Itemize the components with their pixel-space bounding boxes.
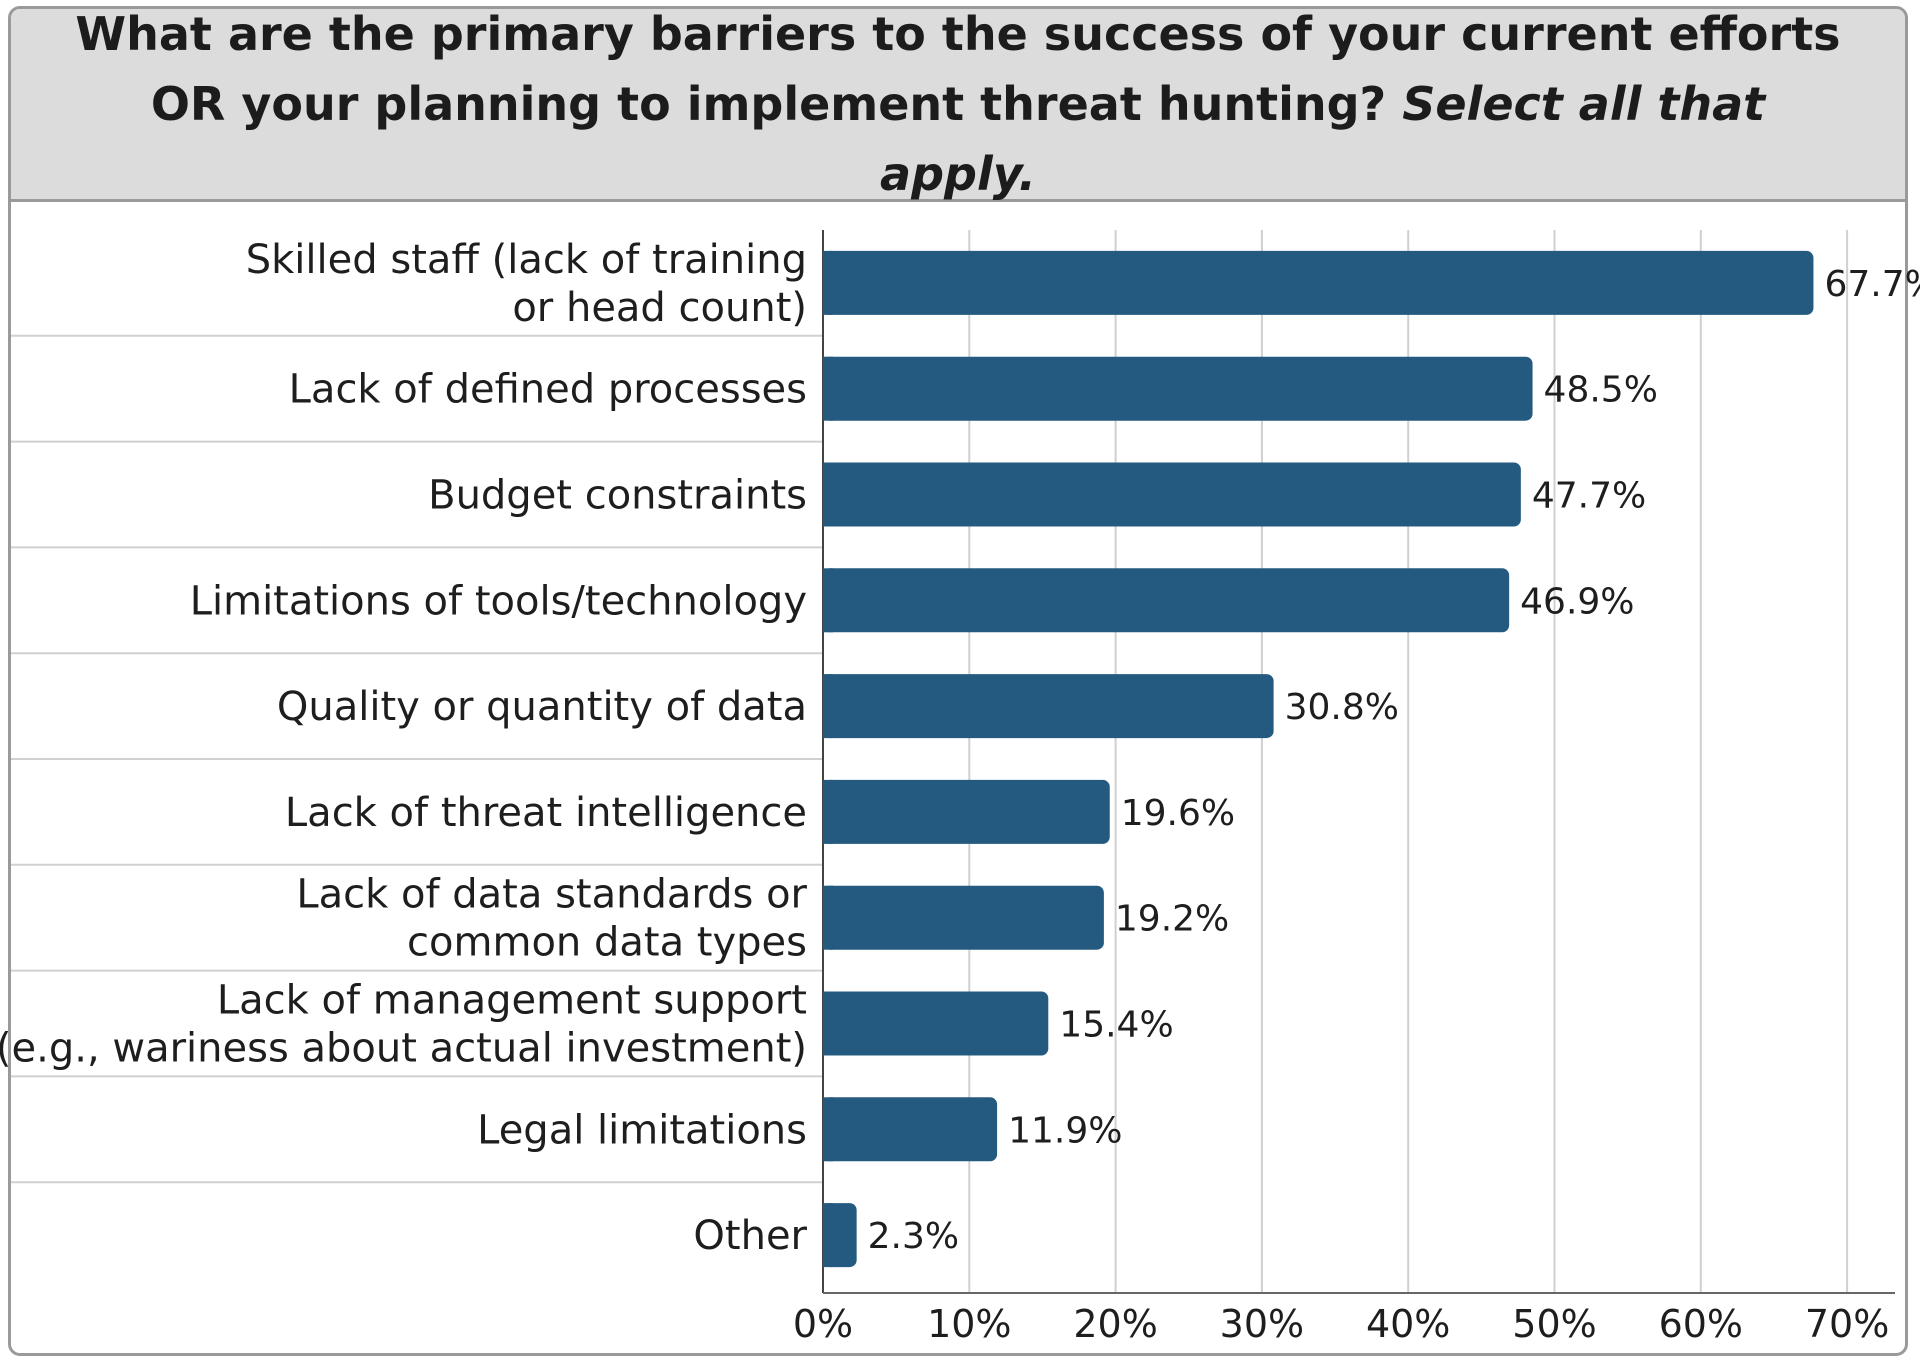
category-label: Lack of threat intelligence <box>285 790 807 836</box>
bar-edge <box>823 356 833 421</box>
bar <box>823 356 1533 421</box>
chart-title: What are the primary barriers to the suc… <box>68 7 1848 209</box>
value-label: 2.3% <box>868 1216 959 1257</box>
value-label: 48.5% <box>1544 370 1658 411</box>
category-label-line: Lack of threat intelligence <box>285 790 807 836</box>
category-label-line: Lack of management support <box>217 978 807 1024</box>
bar-edge <box>823 779 833 844</box>
bar-edge <box>823 1203 833 1268</box>
x-tick-label: 60% <box>1659 1302 1743 1346</box>
category-label: Other <box>693 1213 807 1259</box>
category-label-line: (e.g., wariness about actual investment) <box>0 1026 807 1072</box>
value-label: 67.7% <box>1824 264 1920 305</box>
category-label-line: or head count) <box>512 285 807 331</box>
category-label: Lack of defined processes <box>289 367 807 413</box>
category-label-line: Skilled staff (lack of training <box>246 237 807 283</box>
title-band: What are the primary barriers to the suc… <box>11 9 1905 202</box>
x-tick-label: 30% <box>1220 1302 1304 1346</box>
bar <box>823 991 1049 1056</box>
bar-edge <box>823 568 833 633</box>
bar-edge <box>823 674 833 739</box>
value-label: 19.6% <box>1121 793 1235 834</box>
value-label: 30.8% <box>1285 687 1399 728</box>
category-label-line: Lack of data standards or <box>296 872 807 918</box>
bar-edge <box>823 885 833 950</box>
value-label: 47.7% <box>1532 476 1646 517</box>
category-label: Lack of data standards or common data typ… <box>296 872 807 966</box>
x-tick-label: 40% <box>1366 1302 1450 1346</box>
bar <box>823 885 1104 950</box>
value-label: 19.2% <box>1115 899 1229 940</box>
category-label-line: common data types <box>407 920 807 966</box>
bar <box>823 779 1110 844</box>
category-label-line: Other <box>693 1213 807 1259</box>
value-label: 11.9% <box>1008 1110 1122 1151</box>
bar <box>823 1097 998 1162</box>
chart-title-emphasis: Select all that apply. <box>880 77 1766 201</box>
chart-title-main: What are the primary barriers to the suc… <box>75 7 1841 131</box>
category-label-line: Quality or quantity of data <box>277 684 807 730</box>
bar <box>823 674 1274 739</box>
category-label-line: Lack of defined processes <box>289 367 807 413</box>
bar-edge <box>823 991 833 1056</box>
x-tick-label: 0% <box>793 1302 853 1346</box>
category-label: Budget constraints <box>428 473 807 519</box>
category-label: Quality or quantity of data <box>277 684 807 730</box>
category-label-line: Legal limitations <box>477 1107 807 1153</box>
category-label: Skilled staff (lack of training or head c… <box>246 237 807 331</box>
value-label: 46.9% <box>1520 581 1634 622</box>
x-tick-label: 70% <box>1805 1302 1889 1346</box>
bar <box>823 462 1521 527</box>
bar <box>823 250 1814 315</box>
x-tick-label: 20% <box>1073 1302 1157 1346</box>
category-label-line: Budget constraints <box>428 473 807 519</box>
bar <box>823 568 1510 633</box>
x-tick-label: 10% <box>927 1302 1011 1346</box>
category-label: Legal limitations <box>477 1107 807 1153</box>
bar-edge <box>823 462 833 527</box>
category-label: Limitations of tools/technology <box>190 578 807 624</box>
category-label: Lack of management support (e.g., warines… <box>0 978 807 1072</box>
bar-edge <box>823 1097 833 1162</box>
x-tick-label: 50% <box>1512 1302 1596 1346</box>
bar-edge <box>823 250 833 315</box>
category-label-line: Limitations of tools/technology <box>190 578 807 624</box>
value-label: 15.4% <box>1059 1005 1173 1046</box>
